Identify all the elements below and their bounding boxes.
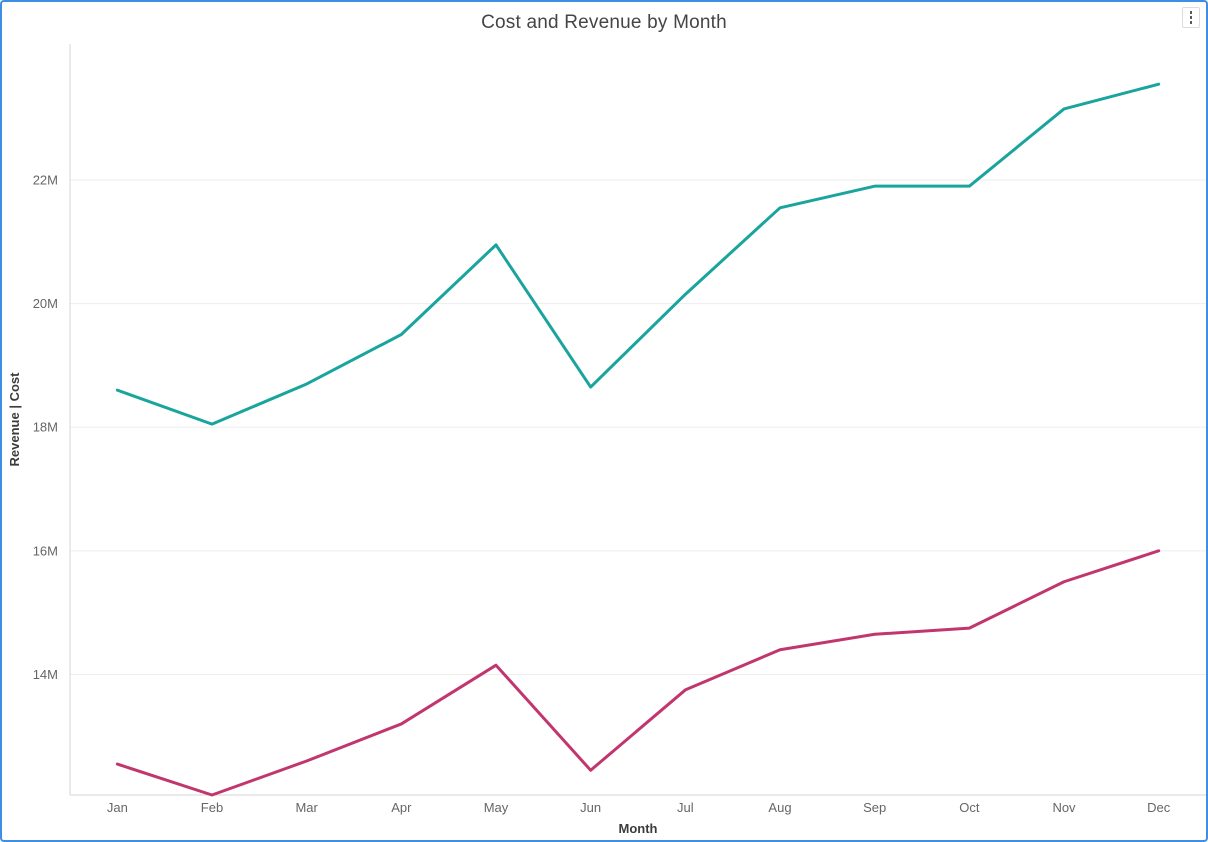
series-line-revenue[interactable] <box>115 82 1161 426</box>
y-axis-title: Revenue | Cost <box>7 372 22 467</box>
y-tick-label: 22M <box>33 172 58 187</box>
x-tick-label: Feb <box>201 800 223 815</box>
x-tick-label: Jun <box>580 800 601 815</box>
kebab-menu-icon <box>1189 11 1193 14</box>
y-tick-label: 20M <box>33 296 58 311</box>
x-tick-label: May <box>484 800 509 815</box>
kebab-menu-icon <box>1189 16 1193 19</box>
x-tick-label: Mar <box>295 800 318 815</box>
x-tick-label: Jan <box>107 800 128 815</box>
kebab-menu-icon <box>1189 21 1193 24</box>
x-tick-label: Nov <box>1052 800 1076 815</box>
x-tick-label: Oct <box>959 800 980 815</box>
y-tick-label: 18M <box>33 420 58 435</box>
series-line-cost[interactable] <box>115 549 1161 797</box>
x-tick-label: Apr <box>391 800 412 815</box>
y-tick-label: 16M <box>33 543 58 558</box>
x-tick-label: Aug <box>768 800 791 815</box>
x-tick-label: Jul <box>677 800 694 815</box>
x-axis-title: Month <box>619 821 658 836</box>
x-tick-label: Dec <box>1147 800 1171 815</box>
more-options-button[interactable] <box>1182 7 1200 28</box>
y-tick-label: 14M <box>33 667 58 682</box>
x-tick-label: Sep <box>863 800 886 815</box>
